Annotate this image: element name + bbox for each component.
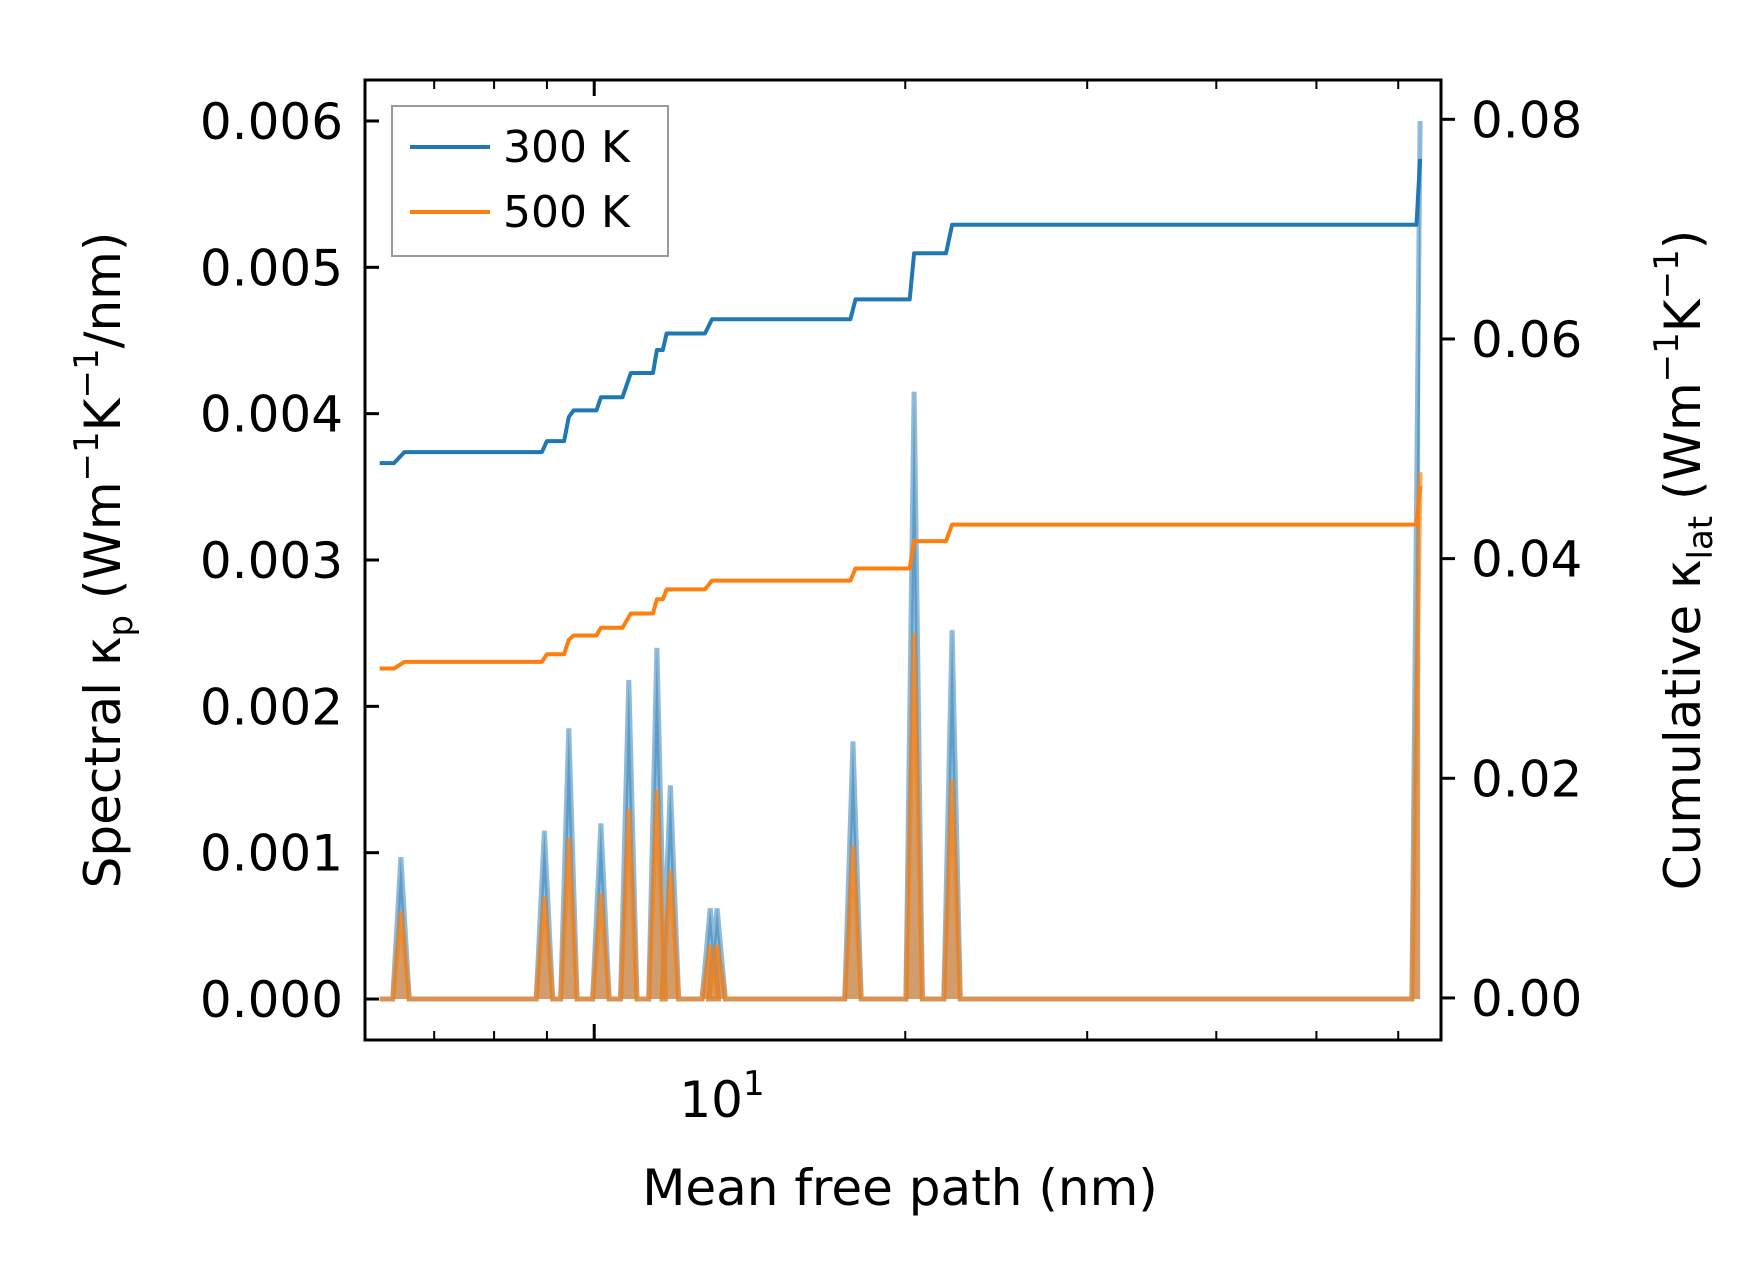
plot-frame bbox=[363, 78, 1443, 1042]
ticks-layer: 0.000 0.001 0.002 0.003 0.004 0.005 0.006 0.00 0… bbox=[200, 80, 1582, 1040]
left-y-tick-label: 0.004 bbox=[200, 386, 343, 444]
right-y-tick-label: 0.06 bbox=[1471, 311, 1582, 369]
right-y-tick-label: 0.08 bbox=[1471, 91, 1582, 149]
cumulative-line-300k bbox=[379, 158, 1423, 466]
legend-box bbox=[391, 105, 669, 257]
right-y-tick-label: 0.02 bbox=[1471, 750, 1582, 808]
legend: 300 K 500 K bbox=[391, 105, 669, 257]
left-y-tick-label: 0.002 bbox=[200, 678, 343, 736]
left-y-tick-label: 0.001 bbox=[200, 825, 343, 883]
right-y-tick-label: 0.04 bbox=[1471, 531, 1582, 589]
left-y-tick-label: 0.003 bbox=[200, 532, 343, 590]
left-y-tick-label: 0.005 bbox=[200, 239, 343, 297]
spectral-layer bbox=[379, 120, 1423, 1002]
cumulative-layer bbox=[379, 158, 1423, 671]
right-y-tick-label: 0.00 bbox=[1471, 970, 1582, 1028]
legend-label-300k: 300 K bbox=[503, 122, 631, 173]
cumulative-line-500k bbox=[379, 485, 1423, 671]
right-axis-label: Cumulative κlat (Wm−1K−1) bbox=[1647, 230, 1721, 890]
x-axis-label: Mean free path (nm) bbox=[642, 1159, 1158, 1217]
left-y-tick-label: 0.006 bbox=[200, 93, 343, 151]
spectral-line-500k bbox=[379, 472, 1423, 1002]
x-major-tick-label: 101 bbox=[679, 1064, 764, 1129]
legend-label-500k: 500 K bbox=[503, 187, 631, 238]
left-y-tick-label: 0.000 bbox=[200, 971, 343, 1029]
left-axis-label: Spectral κp (Wm−1K−1/nm) bbox=[67, 232, 141, 889]
